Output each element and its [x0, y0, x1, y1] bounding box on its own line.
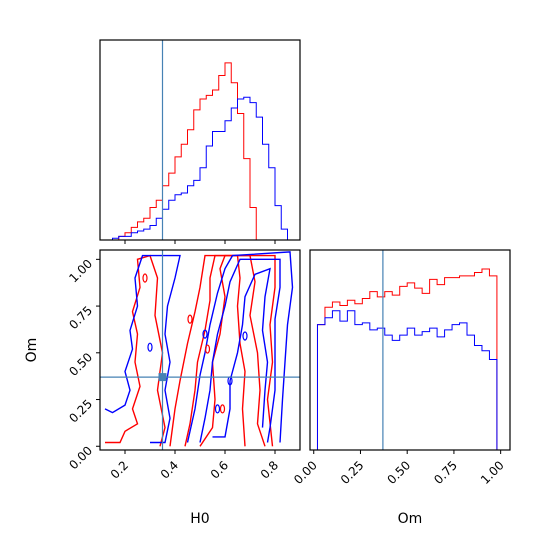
om-xtick-label-0: 0.00	[291, 458, 320, 487]
joint-ytick-label-1: 0.25	[66, 397, 95, 426]
om-x-axis-label: Om	[398, 511, 423, 527]
joint-truth-marker	[158, 373, 167, 382]
joint-x-axis-label: H0	[190, 511, 209, 527]
om-hist-series-0	[310, 268, 510, 451]
contour-island-0	[187, 314, 193, 324]
h0-hist-series-1	[100, 96, 300, 241]
contour-island-6	[202, 329, 208, 339]
contour-island-2	[214, 404, 221, 414]
contour-1-2	[199, 258, 281, 443]
contour-0-2	[184, 254, 266, 447]
joint-y-axis-label: Om	[24, 338, 40, 363]
om-xtick-label-3: 0.75	[431, 458, 460, 487]
joint-xtick-label-0: 0.2	[108, 458, 131, 481]
om-hist-series-1	[310, 310, 510, 451]
h0-hist-series-0	[100, 62, 300, 241]
contour-island-4	[142, 273, 148, 283]
joint-panel: 0.2 0.4 0.6 0.8 0.00 0.25 0.50 0.75 1.00 H0 Om	[24, 249, 301, 527]
contour-island-3	[219, 404, 226, 414]
om-xtick-label-1: 0.25	[338, 458, 367, 487]
contour-1-0	[104, 254, 181, 444]
joint-ytick-label-3: 0.75	[66, 303, 95, 332]
joint-xtick-label-2: 0.6	[208, 458, 231, 481]
om-marginal-frame	[309, 249, 511, 451]
joint-xtick-label-3: 0.8	[258, 458, 281, 481]
joint-xtick-label-1: 0.4	[158, 458, 181, 481]
contour-1-3	[186, 251, 294, 443]
contour-island-1	[204, 344, 211, 354]
joint-frame	[99, 249, 301, 451]
contour-island-5	[147, 342, 153, 352]
contour-1-1	[212, 267, 271, 438]
om-xtick-label-4: 1.00	[478, 458, 507, 487]
contour-island-7	[242, 331, 248, 341]
joint-ytick-label-2: 0.50	[66, 350, 95, 379]
joint-ytick-label-4: 1.00	[66, 257, 95, 286]
om-xtick-label-2: 0.50	[385, 458, 414, 487]
h0-marginal-frame	[99, 39, 301, 241]
joint-ytick-label-0: 0.00	[66, 443, 95, 472]
om-marginal-panel: 0.00 0.25 0.50 0.75 1.00 Om	[291, 249, 511, 527]
contour-0-3	[169, 254, 276, 447]
h0-marginal-panel	[99, 39, 301, 244]
joint-contours	[104, 251, 294, 447]
